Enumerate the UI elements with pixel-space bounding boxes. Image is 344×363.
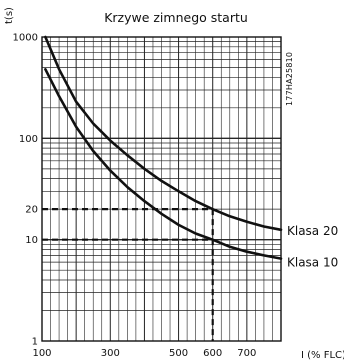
y-tick-label: 1000 <box>13 33 38 44</box>
series-label: Klasa 20 <box>287 224 338 238</box>
series-line-klasa-20 <box>44 35 283 232</box>
reference-lines <box>42 208 214 341</box>
series-label: Klasa 10 <box>287 256 338 270</box>
y-axis-label: t(s) <box>4 7 15 24</box>
x-tick-label: 600 <box>203 348 222 359</box>
y-tick-label: 100 <box>19 134 38 145</box>
chart-labels: Krzywe zimnego startu t(s) I (% FLC) 177… <box>4 7 344 361</box>
x-tick-label: 100 <box>32 348 51 359</box>
y-tick-label: 1 <box>32 337 38 348</box>
series-labels: Klasa 20 Klasa 10 <box>287 224 338 270</box>
plot-frame <box>41 36 282 342</box>
x-tick-label: 500 <box>169 348 188 359</box>
series-curves <box>44 35 283 260</box>
series-line-klasa-10 <box>44 68 283 260</box>
x-axis-label: I (% FLC) <box>301 350 344 361</box>
x-tick-label: 700 <box>237 348 256 359</box>
y-tick-label: 10 <box>25 235 38 246</box>
figure-code: 177HA25810 <box>285 52 294 106</box>
tick-labels: 100 300 500 600 700 1000 100 20 10 1 <box>13 33 257 360</box>
chart-grid <box>41 36 282 342</box>
chart-title: Krzywe zimnego startu <box>104 10 248 25</box>
y-tick-label: 20 <box>25 205 38 216</box>
x-tick-label: 300 <box>101 348 120 359</box>
